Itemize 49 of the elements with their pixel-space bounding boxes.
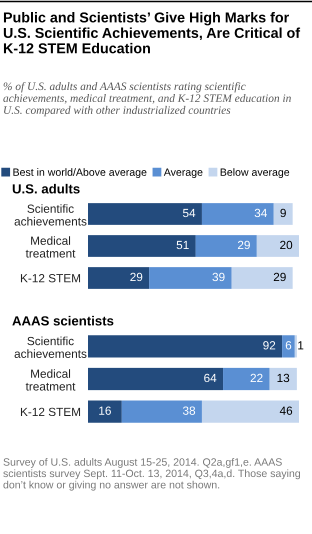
data-label: 39 (212, 272, 225, 282)
y-tick-label: Scientific achievements (14, 204, 86, 226)
bar (231, 267, 293, 289)
chart-title: AAAS scientists (12, 316, 114, 326)
y-tick-label: Medical treatment (26, 369, 76, 391)
bar (88, 267, 150, 289)
bar (202, 400, 299, 423)
data-label: 29 (238, 240, 250, 250)
bar (88, 335, 282, 358)
legend-label: Average (164, 168, 202, 178)
data-label: 29 (274, 272, 286, 282)
bar (223, 368, 270, 390)
data-label: 51 (176, 240, 189, 250)
chart-title: U.S. adults (12, 184, 80, 194)
data-label: 1 (298, 341, 304, 350)
y-tick-label: Medical treatment (26, 236, 76, 258)
bar (282, 335, 295, 358)
data-label: 92 (263, 341, 276, 350)
bar (88, 235, 196, 257)
legend-label: Best in world/Above average (13, 168, 146, 178)
bar (88, 203, 202, 225)
bar (88, 400, 122, 423)
data-label: 64 (204, 374, 216, 382)
data-label: 54 (182, 208, 196, 218)
text: % of U.S. adults and AAAS scientists rating scientific achievements, medical treatment, and K-12 STEM education in U.S. compared with other industrialized countries (3, 82, 291, 116)
y-tick-label: K-12 STEM (20, 274, 80, 282)
text: Survey of U.S. adults August 15-25, 2014. Q2a,gf1,e. AAAS scientists survey Sept. 11-Oct. 13, 2014, Q3,4a,d. Those saying don’t know or giving no answer are not shown. (3, 458, 300, 491)
data-label: 16 (99, 406, 111, 415)
y-tick-label: K-12 STEM (20, 408, 80, 416)
bar (88, 368, 224, 390)
data-label: 38 (182, 406, 196, 415)
y-tick-label: Scientific achievements (14, 336, 86, 358)
bar (274, 203, 293, 225)
data-label: 9 (280, 208, 286, 218)
bar (202, 203, 274, 225)
bar (122, 400, 202, 423)
text: Public and Scientists’ Give High Marks for U.S. Scientific Achievements, Are Critical of K-12 STEM Education (4, 12, 300, 54)
legend-label: Below average (220, 168, 290, 178)
data-label: 20 (280, 240, 292, 250)
bar (149, 267, 232, 289)
data-label: 46 (280, 406, 292, 415)
data-label: 22 (250, 374, 263, 382)
data-label: 6 (286, 341, 292, 350)
data-label: 34 (254, 208, 268, 218)
bar (256, 235, 299, 257)
bar (196, 235, 257, 257)
bar (269, 368, 297, 390)
data-label: 13 (278, 374, 290, 382)
data-label: 29 (130, 272, 142, 282)
